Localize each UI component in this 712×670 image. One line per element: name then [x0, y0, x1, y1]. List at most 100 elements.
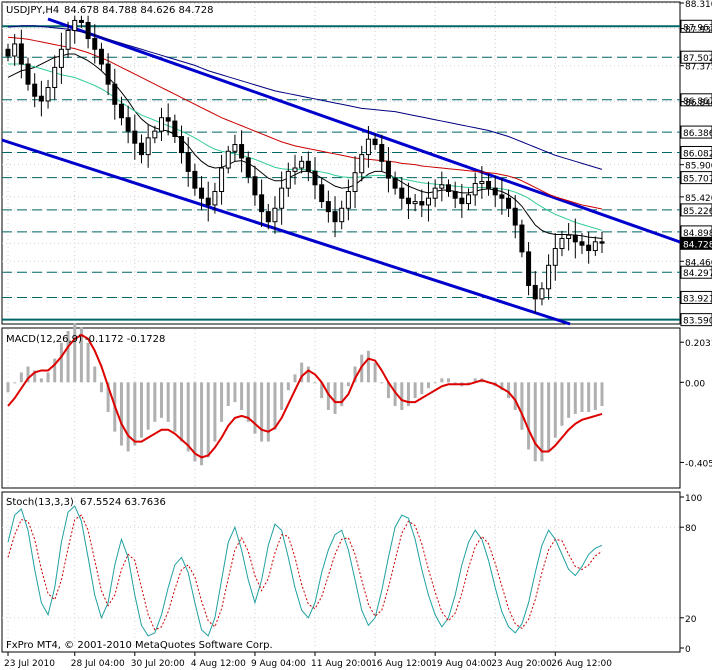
macd-tick-label: 0.2031 — [685, 339, 712, 349]
macd-histogram-bar — [246, 382, 250, 422]
macd-histogram-bar — [580, 382, 584, 412]
price-label-box — [680, 19, 712, 33]
moving-average-line — [7, 25, 603, 170]
price-label-box — [680, 203, 712, 217]
macd-histogram-bar — [153, 382, 157, 422]
price-tick-label: 84.297 — [683, 269, 712, 279]
candle-body — [445, 184, 451, 193]
macd-histogram-bar — [273, 382, 277, 430]
candle-body — [479, 180, 485, 184]
macd-values: -0.1172 -0.1728 — [85, 334, 165, 345]
time-tick-label: 26 Aug 12:00 — [551, 659, 612, 669]
macd-histogram-bar — [326, 382, 330, 410]
price-tick-label: 87.930 — [685, 25, 712, 35]
price-label-box — [680, 125, 712, 139]
macd-histogram-bar — [133, 382, 137, 446]
macd-histogram-bar — [520, 382, 524, 430]
candle-body — [506, 197, 512, 209]
candle-body — [566, 234, 572, 239]
price-tick-label: 87.963 — [683, 23, 712, 33]
candle-body — [72, 19, 78, 32]
stochastic-panel[interactable] — [1, 491, 681, 653]
time-axis: 23 Jul 2010 28 Jul 04:00 30 Jul 20:00 4 Aug… — [4, 652, 612, 669]
candle-body — [239, 144, 245, 159]
candle-body — [405, 197, 411, 205]
candle-body — [432, 187, 438, 199]
price-label-box — [680, 265, 712, 279]
macd-histogram-bar — [406, 382, 410, 407]
candle-body — [305, 160, 311, 172]
macd-histogram-bar — [300, 362, 304, 383]
price-panel[interactable] — [1, 1, 681, 325]
candle-body — [125, 117, 131, 132]
macd-histogram-bar — [553, 382, 557, 438]
macd-histogram-bar — [293, 374, 297, 383]
candle-body — [192, 170, 198, 189]
candle-body — [232, 144, 238, 152]
price-label-box — [680, 313, 712, 327]
candle-body — [579, 241, 585, 246]
time-tick-label: 4 Aug 12:00 — [191, 659, 246, 669]
macd-histogram-bar — [600, 382, 604, 407]
candle-body — [499, 194, 505, 199]
macd-panel[interactable] — [1, 327, 681, 489]
price-tick-label: 85.900 — [685, 162, 712, 172]
time-tick-label: 23 Jul 2010 — [4, 659, 55, 669]
candle-body — [466, 194, 472, 205]
candle-body — [599, 241, 605, 244]
candle-body — [212, 191, 218, 206]
candle-body — [25, 63, 31, 85]
stoch-tick-label: 0 — [685, 645, 691, 655]
macd-histogram-bar — [106, 382, 110, 412]
candle-body — [452, 191, 458, 199]
price-tick-label: 87.502 — [683, 54, 712, 64]
stoch-values: 67.5524 63.7636 — [80, 497, 166, 508]
candle-body — [132, 130, 138, 144]
macd-histogram-bar — [473, 378, 477, 383]
ohlc-label: 84.678 84.788 84.626 84.728 — [64, 5, 214, 16]
candle-body — [419, 201, 425, 206]
macd-histogram-bar — [206, 382, 210, 458]
macd-histogram-bar — [313, 382, 317, 384]
candle-body — [472, 182, 478, 196]
price-label-box — [680, 50, 712, 64]
candle-body — [38, 95, 44, 102]
macd-histogram-bar — [139, 382, 143, 438]
price-label-box — [680, 93, 712, 107]
price-label-box — [680, 236, 712, 250]
macd-histogram-bar — [173, 382, 177, 432]
candle-body — [138, 142, 144, 156]
macd-histogram-bar — [453, 382, 457, 384]
macd-histogram-bar — [426, 382, 430, 389]
candle-body — [425, 197, 431, 206]
channel-upper-line[interactable] — [47, 17, 681, 244]
candle-body — [32, 83, 38, 97]
macd-histogram-bar — [6, 382, 10, 393]
macd-histogram-bar — [366, 350, 370, 383]
price-label-box — [680, 171, 712, 185]
macd-histogram-bar — [73, 323, 77, 383]
price-tick-label: 86.082 — [683, 149, 712, 159]
candles — [5, 15, 605, 314]
trend-channel — [1, 17, 681, 326]
macd-histogram-bar — [193, 382, 197, 462]
macd-histogram-bar — [306, 366, 310, 383]
candle-body — [52, 66, 58, 89]
candle-body — [365, 138, 371, 156]
macd-histogram-bar — [213, 382, 217, 442]
candle-body — [572, 234, 578, 243]
macd-histogram-bar — [527, 382, 531, 450]
time-tick-label: 16 Aug 12:00 — [371, 659, 432, 669]
time-tick-label: 11 Aug 20:00 — [311, 659, 372, 669]
channel-lower-line[interactable] — [1, 138, 571, 326]
candle-body — [78, 19, 84, 23]
price-tick-label: 85.226 — [683, 207, 712, 217]
stoch-signal-line — [7, 514, 603, 631]
candle-body — [345, 191, 351, 209]
stoch-tick-label: 100 — [685, 494, 702, 504]
candle-body — [519, 224, 525, 253]
macd-histogram-bar — [286, 382, 290, 391]
candle-body — [292, 167, 298, 172]
